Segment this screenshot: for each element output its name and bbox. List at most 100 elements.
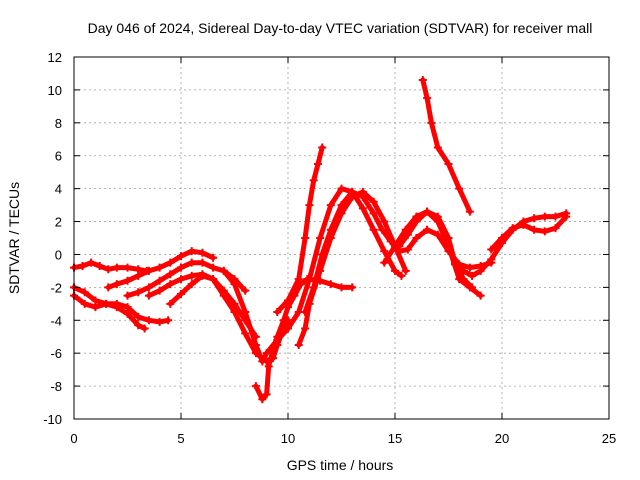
data-point [465, 263, 474, 272]
x-tick-label: 25 [602, 431, 616, 446]
data-point [337, 283, 346, 292]
data-point [301, 234, 310, 242]
data-point [313, 159, 322, 168]
data-point [155, 276, 164, 285]
y-tick-label: -2 [50, 280, 62, 295]
data-point [95, 261, 104, 270]
data-point [177, 275, 185, 284]
data-point [144, 266, 153, 275]
data-point [177, 289, 185, 298]
data-point [530, 225, 539, 234]
data-point [166, 258, 175, 267]
data-point [258, 395, 267, 404]
satellite-track-10 [273, 143, 327, 317]
data-point [166, 280, 175, 289]
grid-lines [74, 57, 609, 419]
data-point [530, 214, 539, 223]
data-point [123, 263, 132, 272]
data-point [326, 225, 335, 234]
data-point [219, 291, 228, 300]
data-point [241, 308, 250, 317]
data-point [433, 230, 442, 239]
data-point [369, 197, 378, 206]
y-tick-label: 4 [55, 182, 62, 197]
data-point [519, 220, 528, 229]
axis-ticks: 0 5 10 15 20 25 -10 -8 -6 -4 -2 0 2 4 6 8 10 12 [43, 50, 616, 446]
data-point [386, 237, 395, 246]
data-point [380, 217, 389, 226]
data-point [91, 296, 100, 305]
data-point [423, 207, 432, 216]
data-point [468, 271, 477, 280]
y-tick-label: 12 [48, 50, 62, 65]
y-tick-label: -6 [50, 346, 62, 361]
data-point [209, 253, 218, 262]
data-point [348, 283, 357, 292]
x-tick-label: 20 [495, 431, 509, 446]
data-point [433, 212, 442, 221]
y-tick-label: 2 [55, 215, 62, 230]
data-point [326, 201, 335, 210]
data-point [123, 309, 132, 318]
data-point [403, 245, 412, 254]
data-point [264, 362, 273, 371]
data-point [80, 299, 89, 308]
y-tick-label: -4 [50, 313, 62, 328]
data-point [294, 340, 303, 349]
data-point [155, 263, 164, 272]
data-point [309, 176, 318, 185]
data-point [177, 263, 185, 272]
plot-frame [73, 56, 610, 420]
x-tick-label: 15 [388, 431, 402, 446]
data-point [187, 247, 196, 256]
data-point [487, 255, 496, 264]
data-point [369, 225, 378, 234]
data-point [187, 271, 196, 280]
data-point [112, 263, 121, 272]
y-tick-label: -8 [50, 379, 62, 394]
data-point [391, 266, 399, 275]
data-point [301, 308, 310, 317]
data-point [123, 291, 132, 300]
data-point [468, 283, 477, 292]
data-point [284, 324, 292, 333]
data-point [498, 234, 506, 242]
data-point [455, 184, 464, 193]
data-point [418, 76, 427, 85]
data-point [198, 271, 207, 280]
data-point [269, 345, 278, 354]
data-point [326, 280, 335, 289]
data-point [134, 321, 143, 330]
x-tick-label: 0 [70, 431, 77, 446]
data-point [395, 242, 404, 251]
series-line [71, 284, 148, 331]
data-point [177, 252, 185, 261]
series-line [71, 293, 171, 325]
data-point [337, 201, 346, 210]
data-point [144, 291, 153, 300]
data-point [348, 187, 357, 196]
satellite-track-18 [487, 212, 571, 254]
data-point [241, 286, 250, 295]
y-tick-label: 10 [48, 83, 62, 98]
data-point [284, 296, 292, 305]
data-point [358, 204, 367, 213]
data-point [134, 271, 143, 280]
series-group [70, 76, 571, 404]
data-point [187, 258, 196, 267]
data-point [444, 159, 453, 168]
data-point [164, 316, 173, 325]
data-point [337, 184, 346, 193]
data-point [140, 324, 149, 333]
x-tick-label: 10 [281, 431, 295, 446]
y-tick-label: 6 [55, 149, 62, 164]
y-tick-label: 8 [55, 116, 62, 131]
data-point [540, 212, 549, 221]
data-point [87, 258, 96, 267]
data-point [459, 266, 468, 275]
data-point [476, 266, 485, 275]
data-point [423, 225, 432, 234]
data-point [112, 280, 121, 289]
data-point [166, 299, 175, 308]
